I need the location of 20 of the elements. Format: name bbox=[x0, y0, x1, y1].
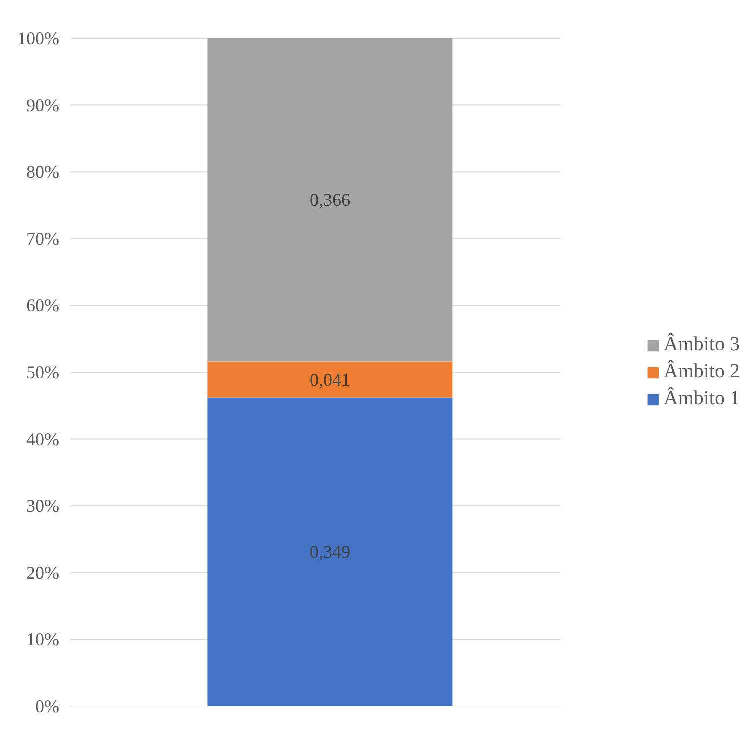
y-tick-label: 90% bbox=[26, 95, 60, 116]
y-tick-label: 80% bbox=[26, 162, 60, 182]
y-tick-label: 0% bbox=[36, 696, 60, 716]
y-tick-label: 30% bbox=[26, 496, 60, 516]
annotation: 0,366 bbox=[310, 190, 350, 210]
y-tick-label: 20% bbox=[26, 562, 60, 583]
annotation: 0,349 bbox=[310, 542, 350, 562]
y-tick-label: 60% bbox=[26, 296, 60, 316]
bar bbox=[208, 38, 453, 362]
y-tick-label: 10% bbox=[26, 630, 60, 650]
legend-label: Âmbito 2 bbox=[664, 360, 740, 384]
y-tick-label: 100% bbox=[18, 28, 60, 48]
annotation: 0,041 bbox=[310, 370, 350, 390]
bar bbox=[208, 398, 453, 706]
bar bbox=[208, 362, 453, 398]
y-tick-label: 70% bbox=[26, 228, 60, 249]
legend-label: Âmbito 1 bbox=[664, 388, 740, 410]
legend-label: Âmbito 3 bbox=[664, 334, 740, 356]
y-tick-label: 50% bbox=[26, 362, 60, 382]
y-tick-label: 40% bbox=[26, 429, 60, 450]
